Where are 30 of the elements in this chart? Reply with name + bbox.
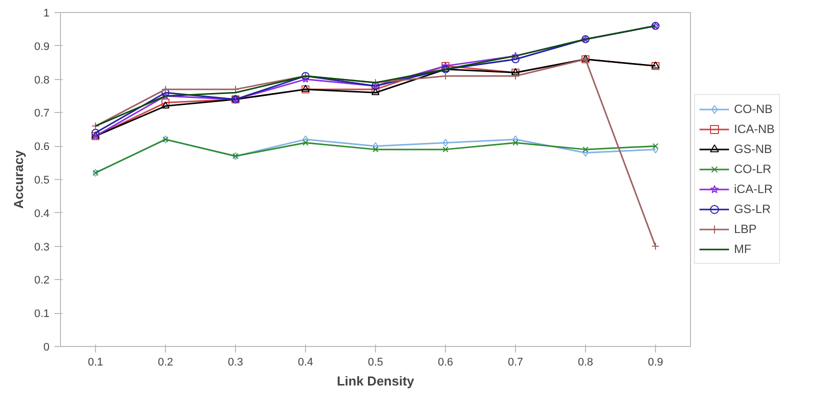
legend-label: CO-LR [734, 161, 772, 178]
x-tick-label: 0.2 [158, 356, 174, 368]
y-tick-label: 0.9 [34, 40, 50, 53]
x-tick-label: 0.4 [298, 356, 314, 368]
y-tick-label: 0.8 [34, 74, 50, 86]
y-tick-label: 0.1 [34, 308, 50, 320]
x-tick-label: 0.1 [88, 356, 104, 368]
legend-label: CO-NB [734, 101, 773, 118]
legend-label: GS-LR [734, 201, 771, 218]
y-tick-label: 0 [43, 342, 50, 354]
x-tick-label: 0.5 [368, 356, 384, 368]
legend-label: GS-NB [734, 141, 772, 158]
legend-label: iCA-LR [734, 181, 773, 198]
x-tick-label: 0.8 [578, 356, 594, 368]
y-tick-label: 0.5 [34, 174, 50, 186]
y-tick-label: 0.3 [34, 241, 50, 254]
legend-label: MF [734, 241, 752, 258]
x-tick-label: 0.9 [648, 356, 664, 368]
y-axis-title: Accuracy [11, 149, 26, 209]
y-tick-label: 0.6 [34, 141, 50, 154]
y-tick-label: 1 [43, 8, 50, 20]
y-tick-label: 0.7 [34, 108, 50, 120]
x-axis-title: Link Density [336, 374, 415, 388]
legend-label: ICA-NB [734, 121, 775, 138]
y-tick-label: 0.4 [34, 208, 50, 220]
x-tick-label: 0.3 [228, 356, 244, 368]
legend-label: LBP [734, 221, 757, 238]
x-tick-label: 0.6 [438, 356, 454, 368]
y-tick-label: 0.2 [34, 274, 50, 287]
x-tick-label: 0.7 [508, 356, 524, 368]
